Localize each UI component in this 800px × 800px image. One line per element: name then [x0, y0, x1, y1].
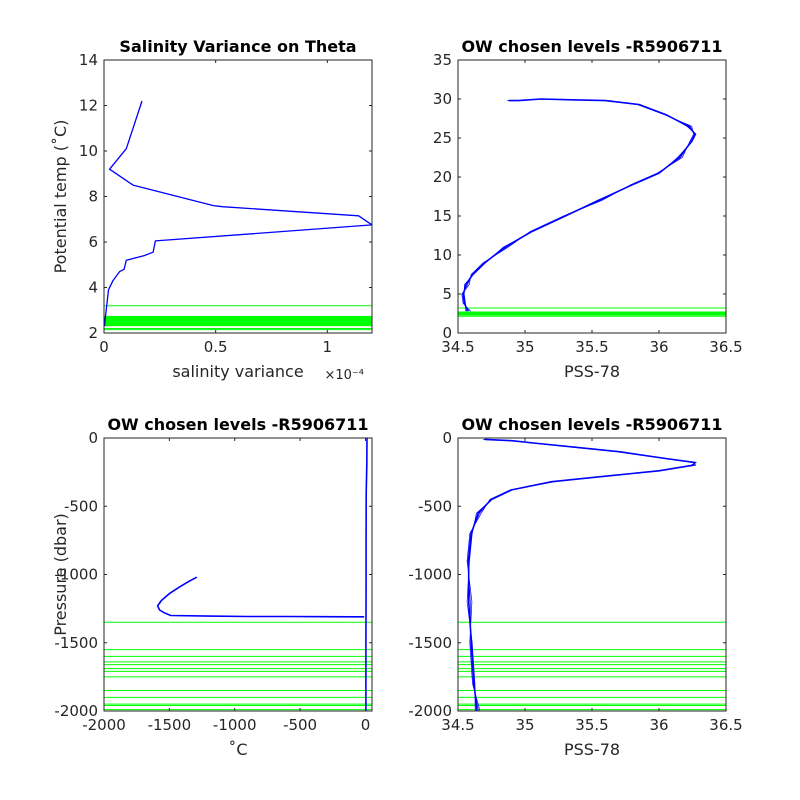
- panel-1-ylabel: Potential temp (˚C): [51, 120, 70, 274]
- panel-1-ytick-label-5: 12: [79, 97, 98, 115]
- panel-1-title: Salinity Variance on Theta: [119, 37, 356, 56]
- panel-4: 34.5 35 35.5 36 36.5 -2000 -1500 -1000 -500 0 OW c…: [408, 415, 742, 759]
- panel-2-level-band: [458, 311, 726, 316]
- panel-2-plot-area: [458, 98, 726, 317]
- panel-1-ytick-label-2: 6: [88, 233, 98, 251]
- panel-2: 34.5 35 35.5 36 36.5 0 5 10 15 20 25 30 35 OW chosen …: [433, 37, 743, 381]
- panel-4-xtick-label-4: 36.5: [709, 716, 742, 734]
- panel-1-ytick-label-6: 14: [79, 51, 98, 69]
- panel-4-plot-area: [458, 438, 726, 711]
- panel-3-ytick-label-4: 0: [88, 429, 98, 447]
- panel-1-xlabel: salinity variance: [172, 362, 303, 381]
- panel-2-ytick-label-1: 5: [442, 285, 452, 303]
- panel-2-ytick-label-4: 20: [433, 168, 452, 186]
- panel-1-ytick-label-4: 10: [79, 142, 98, 160]
- panel-2-xtick-label-3: 36: [649, 338, 668, 356]
- panel-3-ytick-label-0: -2000: [54, 702, 98, 720]
- panel-4-ytick-label-4: 0: [442, 429, 452, 447]
- panel-4-ytick-label-3: -500: [418, 497, 452, 515]
- panel-2-xtick-label-4: 36.5: [709, 338, 742, 356]
- panel-4-xtick-label-2: 35.5: [575, 716, 608, 734]
- panel-2-ytick-label-0: 0: [442, 324, 452, 342]
- panel-1-plot-area: [104, 100, 372, 331]
- panel-4-xtick-label-3: 36: [649, 716, 668, 734]
- panel-2-series-0-repeat-2: [461, 98, 694, 312]
- panel-3-xtick-label-2: -1000: [213, 716, 257, 734]
- panel-1-ytick-label-3: 8: [88, 188, 98, 206]
- panel-1-ytick-label-1: 4: [88, 279, 98, 297]
- panel-4-xlabel: PSS-78: [564, 740, 620, 759]
- panel-3-axes-box: [103, 437, 373, 712]
- panel-3-ylabel: Pressure (dbar): [51, 513, 70, 636]
- panel-1-xtick-label-1: 0.5: [204, 338, 228, 356]
- panel-1-series-0: [104, 100, 372, 327]
- panel-3-xtick-label-0: -2000: [82, 716, 126, 734]
- panel-3: -2000 -1500 -1000 -500 0 -2000 -1500 -1000 -500 0…: [51, 415, 373, 759]
- panel-3-xtick-label-4: 0: [361, 716, 371, 734]
- panel-1-x-exponent: ×10⁻⁴: [324, 368, 364, 383]
- panel-2-xtick-label-2: 35.5: [575, 338, 608, 356]
- panel-2-xlabel: PSS-78: [564, 362, 620, 381]
- panel-2-ytick-label-3: 15: [433, 207, 452, 225]
- panel-1-xtick-label-0: 0: [99, 338, 109, 356]
- panel-2-ytick-label-7: 35: [433, 51, 452, 69]
- panel-2-xtick-label-0: 34.5: [441, 338, 474, 356]
- panel-3-plot-area: [104, 438, 372, 711]
- panel-4-series-0-repeat-2: [466, 439, 697, 711]
- panel-3-xtick-label-1: -1500: [148, 716, 192, 734]
- panel-3-title: OW chosen levels -R5906711: [107, 415, 368, 434]
- panel-2-title: OW chosen levels -R5906711: [461, 37, 722, 56]
- panel-2-ytick-label-6: 30: [433, 90, 452, 108]
- panel-4-ytick-label-2: -1000: [408, 566, 452, 584]
- panel-1-ytick-label-0: 2: [88, 324, 98, 342]
- panel-2-xtick-label-1: 35: [515, 338, 534, 356]
- panel-3-ytick-label-1: -1500: [54, 634, 98, 652]
- panel-3-xlabel: ˚C: [228, 740, 247, 759]
- panel-4-axes-box: [457, 437, 727, 712]
- panel-2-ytick-label-5: 25: [433, 129, 452, 147]
- panel-3-series-0: [156, 576, 365, 618]
- panel-3-series-1: [365, 438, 368, 711]
- panel-4-ytick-label-1: -1500: [408, 634, 452, 652]
- panel-2-ytick-label-2: 10: [433, 246, 452, 264]
- panel-3-ytick-label-2: -1000: [54, 566, 98, 584]
- panel-4-xtick-label-1: 35: [515, 716, 534, 734]
- panel-3-ytick-label-3: -500: [64, 497, 98, 515]
- panel-1-axes-box: [103, 59, 373, 334]
- panel-4-ytick-label-0: -2000: [408, 702, 452, 720]
- panel-4-title: OW chosen levels -R5906711: [461, 415, 722, 434]
- panel-4-xtick-label-0: 34.5: [441, 716, 474, 734]
- panel-1-xtick-label-2: 1: [323, 338, 333, 356]
- panel-1-level-band: [104, 315, 372, 327]
- panel-3-xtick-label-3: -500: [283, 716, 317, 734]
